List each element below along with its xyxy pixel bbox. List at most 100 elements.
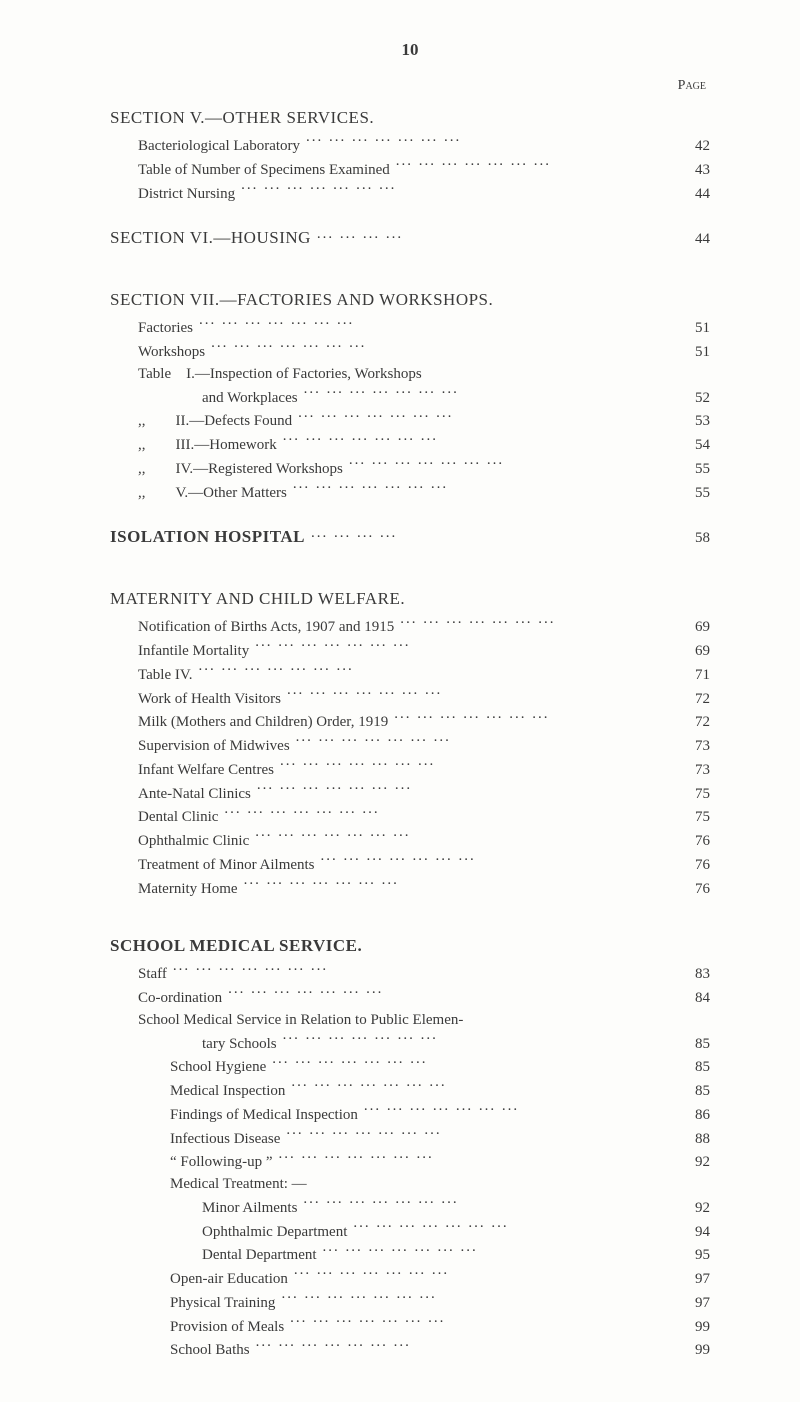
toc-entry: ,, II.—Defects Found 53 [110,409,710,433]
toc-entry: Maternity Home 76 [110,877,710,901]
entry-label: Maternity Home [138,879,238,901]
entry-label: and Workplaces [202,388,298,410]
toc-entry: Dental Department95 [110,1243,710,1267]
entry-label: Milk (Mothers and Children) Order, 1919 [138,712,388,734]
leader-dots [291,1079,668,1095]
leader-dots [304,386,668,402]
leader-dots [255,639,668,655]
toc-entry: “ Following-up ”92 [110,1150,710,1174]
entry-page: 55 [674,459,710,481]
leader-dots [279,1150,669,1166]
entry-page: 83 [674,964,710,986]
page-label: Page [110,78,710,94]
toc-entry: School Medical Service in Relation to Pu… [110,1010,710,1032]
entry-page: 97 [674,1269,710,1291]
toc-entry: Dental Clinic75 [110,805,710,829]
entry-label: Factories [138,318,193,340]
leader-dots [394,710,668,726]
toc-entry: Infantile Mortality69 [110,639,710,663]
entry-label: tary Schools [202,1034,277,1056]
toc-entry: Medical Treatment: — [110,1174,710,1196]
entry-label: Table IV. [138,665,193,687]
leader-dots [321,853,668,869]
entry-page: 92 [674,1198,710,1220]
section-vii-entries: Factories51Workshops51Table I.—Inspectio… [110,316,710,504]
leader-dots [323,1243,668,1259]
page-container: 10 Page SECTION V.—OTHER SERVICES. Bacte… [0,0,800,1402]
toc-entry: Open-air Education 97 [110,1267,710,1291]
toc-entry: Notification of Births Acts, 1907 and 19… [110,615,710,639]
leader-dots [272,1055,668,1071]
entry-page: 69 [674,641,710,663]
entry-page: 76 [674,855,710,877]
entry-page: 43 [674,160,710,182]
toc-entry: tary Schools85 [110,1032,710,1056]
section-v-title: SECTION V.—OTHER SERVICES. [110,108,710,128]
entry-label: Findings of Medical Inspection [170,1105,358,1127]
toc-entry: ,, IV.—Registered Workshops55 [110,457,710,481]
entry-page: 84 [674,988,710,1010]
toc-entry: Treatment of Minor Ailments76 [110,853,710,877]
section-vii-title: SECTION VII.—FACTORIES AND WORKSHOPS. [110,290,710,310]
toc-entry: Factories 51 [110,316,710,340]
leader-dots [257,782,668,798]
leader-dots [290,1315,668,1331]
entry-label: Medical Inspection [170,1081,285,1103]
isolation-row: ISOLATION HOSPITAL 58 [110,526,710,547]
leader-dots [241,182,668,198]
leader-dots [283,433,668,449]
entry-label: Physical Training [170,1293,275,1315]
school-entries: Staff83Co-ordination84School Medical Ser… [110,962,710,1362]
entry-page: 44 [674,184,710,206]
isolation-title: ISOLATION HOSPITAL [110,527,305,547]
entry-label: Work of Health Visitors [138,689,281,711]
entry-label: ,, III.—Homework [138,435,277,457]
leader-dots [283,1032,668,1048]
entry-page: 97 [674,1293,710,1315]
entry-label: ,, II.—Defects Found [138,411,292,433]
section-vi-row: SECTION VI.—HOUSING 44 [110,227,710,248]
section-vi-title: SECTION VI.—HOUSING [110,228,311,248]
toc-entry: Medical Inspection85 [110,1079,710,1103]
maternity-title: MATERNITY AND CHILD WELFARE. [110,589,710,609]
leader-dots [349,457,668,473]
entry-page: 95 [674,1245,710,1267]
entry-page: 76 [674,831,710,853]
leader-dots [303,1196,668,1212]
entry-label: “ Following-up ” [170,1152,273,1174]
leader-dots [286,1127,668,1143]
leader-dots [296,734,668,750]
toc-entry: School Hygiene85 [110,1055,710,1079]
section-v-entries: Bacteriological Laboratory42Table of Num… [110,134,710,205]
toc-entry: Provision of Meals 99 [110,1315,710,1339]
school-title: SCHOOL MEDICAL SERVICE. [110,936,710,956]
leader-dots [280,758,668,774]
toc-entry: Infant Welfare Centres73 [110,758,710,782]
leader-dots [199,316,668,332]
toc-entry: District Nursing44 [110,182,710,206]
entry-page: 76 [674,879,710,901]
entry-page: 75 [674,784,710,806]
toc-entry: Ophthalmic Department94 [110,1220,710,1244]
toc-entry: ,, III.—Homework54 [110,433,710,457]
entry-page: 53 [674,411,710,433]
entry-label: Provision of Meals [170,1317,284,1339]
entry-label: Open-air Education [170,1269,288,1291]
leader-dots [255,829,668,845]
entry-page: 51 [674,318,710,340]
toc-entry: Table I.—Inspection of Factories, Worksh… [110,364,710,386]
leader-dots [298,409,668,425]
entry-page: 99 [674,1317,710,1339]
entry-page: 72 [674,712,710,734]
entry-label: School Medical Service in Relation to Pu… [138,1010,463,1032]
entry-page: 88 [674,1129,710,1151]
entry-page: 85 [674,1057,710,1079]
leader-dots [317,227,668,243]
entry-page: 72 [674,689,710,711]
entry-page: 71 [674,665,710,687]
entry-page: 69 [674,617,710,639]
toc-entry: Bacteriological Laboratory42 [110,134,710,158]
leader-dots [224,805,668,821]
leader-dots [244,877,668,893]
entry-page: 55 [674,483,710,505]
